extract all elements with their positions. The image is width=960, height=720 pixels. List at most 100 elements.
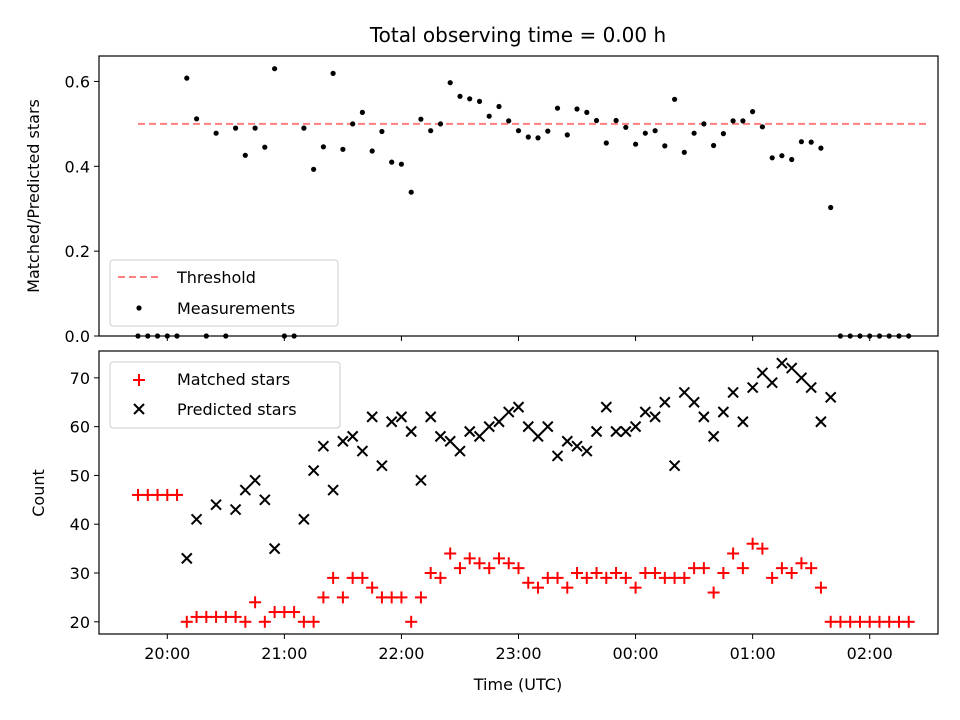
predicted-star-point bbox=[512, 401, 525, 413]
matched-star-point bbox=[356, 571, 369, 584]
predicted-star-point bbox=[327, 484, 339, 496]
matched-star-point bbox=[444, 547, 457, 560]
measurement-point bbox=[837, 333, 844, 339]
predicted-star-point bbox=[785, 362, 798, 374]
bottom-y-tick-label: 70 bbox=[70, 369, 90, 388]
top-y-tick-label: 0.6 bbox=[65, 72, 90, 91]
measurement-point bbox=[896, 333, 902, 339]
predicted-star-point bbox=[756, 367, 769, 379]
x-tick-label: 01:00 bbox=[730, 644, 776, 663]
matched-star-point bbox=[736, 562, 749, 575]
measurement-point bbox=[330, 70, 336, 76]
predicted-star-point bbox=[698, 411, 710, 423]
predicted-star-point bbox=[639, 406, 652, 418]
predicted-star-point bbox=[337, 435, 349, 447]
measurement-point bbox=[525, 134, 531, 140]
matched-star-point bbox=[288, 606, 301, 619]
predicted-star-point bbox=[824, 391, 837, 404]
predicted-star-point bbox=[551, 450, 564, 462]
predicted-star-point bbox=[571, 440, 583, 452]
top-y-axis-label: Matched/Predicted stars bbox=[24, 99, 43, 293]
measurement-point bbox=[633, 141, 639, 147]
matched-star-point bbox=[307, 615, 320, 628]
matched-star-point bbox=[453, 562, 466, 575]
top-marks bbox=[135, 66, 929, 339]
matched-star-point bbox=[502, 557, 515, 570]
predicted-star-point bbox=[190, 513, 203, 526]
matched-star-point bbox=[795, 557, 808, 570]
legend-measurements-swatch bbox=[136, 305, 142, 311]
measurement-point bbox=[701, 121, 707, 127]
measurement-point bbox=[233, 125, 239, 131]
measurement-point bbox=[369, 148, 375, 154]
bottom-legend: Matched stars Predicted stars bbox=[109, 361, 341, 429]
measurement-point bbox=[515, 128, 522, 134]
measurement-point bbox=[720, 131, 727, 137]
predicted-star-point bbox=[415, 474, 427, 487]
predicted-star-point bbox=[600, 401, 613, 413]
measurement-point bbox=[906, 333, 912, 339]
bottom-y-tick-label: 50 bbox=[70, 466, 90, 485]
measurement-point bbox=[535, 135, 541, 141]
measurement-point bbox=[623, 124, 629, 130]
measurement-point bbox=[789, 156, 795, 163]
matched-star-point bbox=[327, 571, 340, 584]
measurement-point bbox=[642, 130, 648, 136]
measurement-point bbox=[886, 333, 892, 339]
matched-star-point bbox=[727, 547, 740, 560]
predicted-star-point bbox=[532, 430, 544, 443]
measurement-point bbox=[398, 161, 404, 167]
matched-star-point bbox=[229, 610, 242, 623]
predicted-star-point bbox=[298, 513, 310, 526]
x-tick-label: 23:00 bbox=[495, 644, 541, 663]
matched-star-point bbox=[902, 615, 915, 628]
predicted-star-point bbox=[542, 420, 554, 433]
measurement-point bbox=[681, 149, 687, 155]
matched-star-point bbox=[258, 615, 271, 628]
measurement-point bbox=[467, 96, 473, 102]
measurement-point bbox=[262, 144, 268, 150]
predicted-star-point bbox=[483, 420, 495, 433]
matched-star-point bbox=[619, 571, 632, 584]
matched-star-point bbox=[171, 488, 184, 501]
predicted-star-point bbox=[503, 406, 515, 418]
predicted-star-point bbox=[746, 381, 759, 394]
x-tick-label: 20:00 bbox=[144, 644, 190, 663]
predicted-star-point bbox=[210, 498, 222, 511]
bottom-panel: 20 30 40 50 60 70 20:00 21:00 22:00 23:00 00:00 01:… bbox=[29, 350, 939, 694]
measurement-point bbox=[564, 132, 570, 138]
measurement-point bbox=[184, 75, 190, 81]
matched-star-point bbox=[317, 591, 330, 604]
predicted-star-point bbox=[727, 386, 739, 399]
x-tick-label: 21:00 bbox=[261, 644, 307, 663]
predicted-star-point bbox=[434, 430, 447, 443]
predicted-star-point bbox=[795, 372, 808, 384]
predicted-star-point bbox=[454, 445, 466, 457]
matched-star-point bbox=[756, 542, 769, 555]
measurement-point bbox=[174, 333, 180, 339]
measurement-point bbox=[252, 125, 258, 131]
predicted-star-point bbox=[346, 430, 359, 443]
predicted-star-point bbox=[307, 464, 320, 477]
matched-star-point bbox=[512, 562, 525, 575]
predicted-star-point bbox=[356, 445, 369, 457]
measurement-point bbox=[457, 93, 463, 99]
predicted-star-point bbox=[737, 416, 749, 428]
measurement-point bbox=[603, 140, 609, 146]
predicted-star-point bbox=[181, 552, 193, 565]
predicted-star-point bbox=[493, 416, 505, 428]
measurement-point bbox=[389, 159, 395, 165]
matched-star-point bbox=[697, 562, 710, 575]
matched-star-point bbox=[492, 552, 505, 565]
measurement-point bbox=[798, 139, 805, 145]
legend-measurements-label: Measurements bbox=[177, 299, 295, 318]
predicted-star-point bbox=[424, 411, 437, 423]
predicted-star-point bbox=[688, 396, 700, 408]
predicted-star-point bbox=[717, 406, 730, 418]
predicted-star-point bbox=[620, 425, 632, 438]
measurement-point bbox=[340, 146, 346, 152]
measurement-point bbox=[545, 128, 551, 134]
predicted-star-point bbox=[366, 411, 378, 423]
measurement-point bbox=[242, 152, 248, 158]
x-tick-label: 00:00 bbox=[613, 644, 659, 663]
